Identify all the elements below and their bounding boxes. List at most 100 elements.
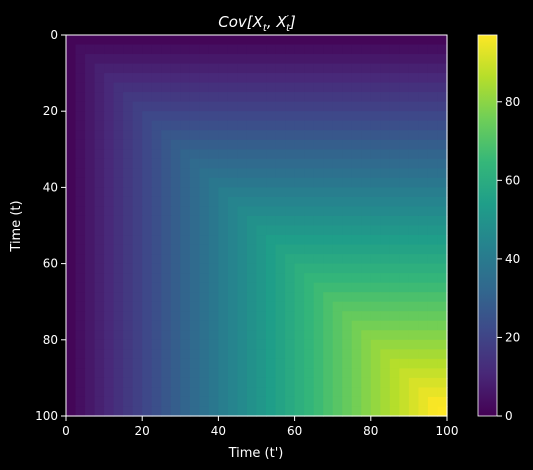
heatmap-cell	[266, 73, 277, 84]
heatmap-cell	[256, 358, 267, 369]
heatmap-cell	[142, 158, 153, 169]
heatmap-cell	[161, 358, 172, 369]
heatmap-cell	[218, 339, 229, 350]
heatmap-cell	[142, 111, 153, 122]
heatmap-cell	[199, 187, 210, 198]
heatmap-cell	[370, 263, 381, 274]
heatmap-cell	[151, 101, 162, 112]
heatmap-cell	[113, 73, 124, 84]
heatmap-cell	[237, 292, 248, 303]
heatmap-cell	[161, 215, 172, 227]
heatmap-cell	[408, 282, 420, 293]
heatmap-cell	[246, 349, 258, 360]
heatmap-cell	[237, 111, 248, 122]
heatmap-cell	[275, 101, 286, 112]
heatmap-cell	[370, 301, 381, 312]
heatmap-cell	[275, 44, 286, 55]
heatmap-cell	[66, 311, 77, 322]
heatmap-cell	[161, 120, 172, 131]
heatmap-cell	[256, 387, 267, 398]
heatmap-cell	[266, 349, 277, 360]
x-axis-label: Time (t')	[228, 446, 284, 461]
heatmap-cell	[104, 396, 115, 408]
heatmap-cell	[332, 244, 343, 255]
heatmap-cell	[437, 301, 448, 312]
heatmap-cell	[113, 396, 124, 408]
heatmap-cell	[218, 358, 229, 369]
heatmap-cell	[94, 82, 105, 93]
heatmap-cell	[399, 206, 410, 217]
heatmap-cell	[323, 54, 334, 65]
heatmap-cell	[380, 139, 391, 150]
heatmap-cell	[142, 244, 153, 255]
heatmap-cell	[389, 339, 400, 350]
heatmap-cell	[123, 358, 134, 369]
heatmap-cell	[418, 149, 429, 160]
heatmap-cell	[389, 44, 400, 55]
heatmap-cell	[437, 215, 448, 227]
heatmap-cell	[437, 387, 448, 398]
heatmap-cell	[437, 73, 448, 84]
heatmap-cell	[332, 130, 343, 141]
heatmap-cell	[94, 225, 105, 236]
heatmap-cell	[361, 130, 372, 141]
heatmap-cell	[104, 149, 115, 160]
heatmap-cell	[437, 111, 448, 122]
heatmap-cell	[218, 292, 229, 303]
heatmap-cell	[304, 349, 315, 360]
heatmap-cell	[418, 130, 429, 141]
heatmap-cell	[266, 92, 277, 103]
heatmap-cell	[104, 92, 115, 103]
heatmap-cell	[113, 377, 124, 389]
heatmap-cell	[170, 273, 181, 284]
heatmap-cell	[380, 349, 391, 360]
heatmap-cell	[285, 44, 296, 55]
heatmap-cell	[323, 130, 334, 141]
heatmap-cell	[94, 311, 105, 322]
heatmap-cell	[208, 63, 220, 74]
heatmap-cell	[285, 282, 296, 293]
heatmap-cell	[189, 82, 200, 93]
heatmap-cell	[227, 139, 239, 150]
heatmap-cell	[85, 196, 96, 208]
heatmap-cell	[208, 101, 220, 112]
heatmap-cell	[399, 368, 410, 379]
heatmap-cell	[313, 54, 324, 65]
heatmap-cell	[342, 273, 353, 284]
heatmap-cell	[142, 339, 153, 350]
heatmap-cell	[237, 263, 248, 274]
heatmap-cell	[304, 130, 315, 141]
heatmap-cell	[94, 111, 105, 122]
heatmap-cell	[304, 320, 315, 331]
heatmap-cell	[104, 44, 115, 55]
heatmap-cell	[189, 54, 200, 65]
heatmap-cell	[389, 377, 400, 389]
heatmap-cell	[189, 368, 200, 379]
heatmap-cell	[294, 63, 305, 74]
heatmap-cell	[113, 82, 124, 93]
heatmap-cell	[151, 168, 162, 179]
heatmap-cell	[113, 139, 124, 150]
heatmap-cell	[132, 311, 143, 322]
heatmap-cell	[66, 92, 77, 103]
heatmap-cell	[389, 349, 400, 360]
heatmap-cell	[237, 92, 248, 103]
heatmap-cell	[370, 320, 381, 331]
heatmap-cell	[351, 301, 362, 312]
heatmap-cell	[389, 101, 400, 112]
heatmap-cell	[170, 206, 181, 217]
heatmap-cell	[66, 368, 77, 379]
heatmap-cell	[180, 406, 191, 417]
heatmap-cell	[85, 187, 96, 198]
heatmap-cell	[275, 187, 286, 198]
heatmap-cell	[361, 187, 372, 198]
heatmap-cell	[227, 368, 239, 379]
heatmap-cell	[199, 149, 210, 160]
heatmap-cell	[304, 339, 315, 350]
heatmap-cell	[323, 101, 334, 112]
heatmap-cell	[399, 273, 410, 284]
heatmap-cell	[256, 339, 267, 350]
heatmap-cell	[351, 387, 362, 398]
heatmap-cell	[180, 73, 191, 84]
